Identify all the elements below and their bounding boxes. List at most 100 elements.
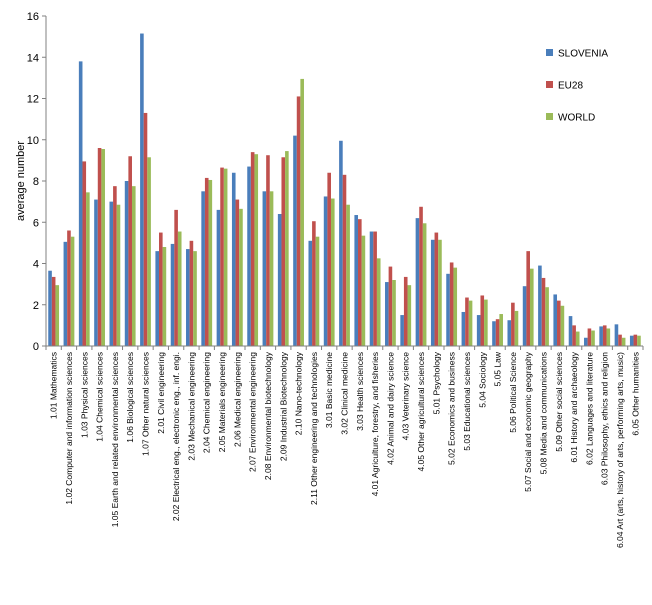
bar-slovenia-26 bbox=[430, 239, 435, 346]
x-tick-label: 2.01 Civil engineering bbox=[156, 352, 166, 434]
bar-slovenia-15 bbox=[262, 191, 267, 346]
x-tick-label: 1.02 Computer and information sciences bbox=[64, 352, 74, 505]
x-tick-label: 2.07 Environmental engineering bbox=[248, 352, 258, 472]
legend: SLOVENIA EU28 WORLD bbox=[546, 49, 608, 124]
x-tick-label: 2.08 Environmental biotechnology bbox=[263, 351, 273, 480]
bar-slovenia-35 bbox=[568, 316, 573, 346]
bar-eu28-9 bbox=[174, 209, 178, 347]
bar-eu28-19 bbox=[327, 172, 331, 346]
legend-swatch-world bbox=[546, 113, 553, 120]
bar-slovenia-34 bbox=[553, 294, 558, 346]
bar-slovenia-3 bbox=[78, 61, 83, 347]
bar-world-39 bbox=[637, 335, 641, 346]
bar-world-27 bbox=[453, 267, 458, 347]
y-tick-label: 12 bbox=[27, 94, 39, 106]
legend-label-slovenia: SLOVENIA bbox=[558, 49, 608, 60]
bar-world-2 bbox=[70, 236, 75, 346]
bar-eu28-5 bbox=[113, 186, 117, 346]
bar-slovenia-23 bbox=[385, 282, 389, 346]
bar-world-19 bbox=[330, 198, 335, 346]
x-tick-label: 3.01 Basic medicine bbox=[324, 352, 334, 428]
bar-slovenia-11 bbox=[201, 191, 205, 346]
bar-world-18 bbox=[315, 236, 320, 346]
x-tick-label: 5.04 Sociology bbox=[477, 351, 487, 408]
bar-world-4 bbox=[101, 149, 105, 346]
x-tick-label: 3.02 Clinical medicine bbox=[340, 352, 350, 435]
x-tick-label: 5.03 Educational sciences bbox=[462, 352, 472, 451]
x-tick-label: 5.02 Economics and business bbox=[447, 352, 457, 465]
bar-eu28-8 bbox=[159, 232, 163, 346]
y-tick-label: 10 bbox=[27, 135, 39, 147]
bar-eu28-39 bbox=[633, 334, 638, 346]
bar-eu28-37 bbox=[602, 325, 607, 347]
bar-eu28-25 bbox=[419, 206, 423, 346]
bar-world-3 bbox=[86, 192, 90, 346]
x-tick-label: 6.03 Philosophy, ethics and religion bbox=[600, 352, 610, 485]
bar-world-28 bbox=[468, 300, 473, 347]
bar-slovenia-32 bbox=[522, 286, 527, 346]
bar-world-33 bbox=[545, 287, 549, 346]
x-tick-label: 5.09 Other social sciences bbox=[554, 352, 564, 452]
bar-slovenia-21 bbox=[354, 215, 359, 346]
bar-slovenia-38 bbox=[614, 324, 619, 346]
x-tick-label: 2.06 Medical engineering bbox=[232, 352, 242, 447]
bars-group bbox=[48, 33, 641, 347]
bar-slovenia-17 bbox=[293, 135, 297, 346]
bar-eu28-4 bbox=[97, 148, 102, 346]
bar-eu28-29 bbox=[480, 295, 485, 346]
bar-world-37 bbox=[606, 328, 611, 346]
x-tick-label: 6.01 History and archaeology bbox=[569, 351, 579, 462]
bar-slovenia-22 bbox=[369, 231, 374, 346]
bar-eu28-1 bbox=[51, 276, 56, 346]
x-tick-label: 2.11 Other engineering and technologies bbox=[309, 352, 319, 505]
bar-eu28-21 bbox=[358, 219, 362, 346]
bar-world-36 bbox=[591, 330, 595, 346]
x-tick-label: 6.05 Other humanities bbox=[630, 352, 640, 436]
bar-eu28-18 bbox=[312, 221, 316, 346]
bar-eu28-30 bbox=[495, 319, 500, 346]
legend-swatch-slovenia bbox=[546, 49, 553, 56]
bar-eu28-11 bbox=[204, 177, 209, 346]
y-axis-title: average number bbox=[15, 141, 27, 221]
legend-swatch-eu28 bbox=[546, 81, 553, 88]
bar-world-12 bbox=[223, 168, 228, 347]
bar-world-30 bbox=[499, 314, 503, 346]
bar-eu28-2 bbox=[67, 230, 71, 346]
bar-world-10 bbox=[193, 251, 197, 347]
bar-slovenia-20 bbox=[339, 140, 343, 346]
bar-slovenia-12 bbox=[216, 209, 221, 347]
bar-world-15 bbox=[269, 191, 274, 346]
x-tick-label: 2.10 Nano-technology bbox=[294, 351, 304, 435]
bar-world-23 bbox=[392, 280, 396, 346]
bar-world-8 bbox=[162, 247, 167, 346]
y-tick-label: 4 bbox=[33, 259, 39, 271]
bar-world-21 bbox=[361, 235, 366, 346]
y-tick-label: 6 bbox=[33, 217, 39, 229]
x-tick-label: 2.03 Mechanical engineering bbox=[186, 352, 196, 461]
bar-slovenia-37 bbox=[599, 326, 603, 346]
bar-eu28-24 bbox=[403, 276, 408, 346]
bar-slovenia-10 bbox=[186, 249, 190, 346]
bar-world-6 bbox=[131, 186, 136, 346]
bar-eu28-23 bbox=[388, 266, 393, 346]
bar-eu28-10 bbox=[189, 240, 194, 346]
x-tick-label: 1.06 Biological sciences bbox=[125, 352, 135, 443]
bar-slovenia-5 bbox=[109, 201, 114, 347]
x-tick-labels: 1.01 Mathematics 1.02 Computer and inform… bbox=[49, 351, 641, 548]
bar-world-1 bbox=[55, 285, 60, 346]
x-tick-label: 2.09 Industrial Biotechnology bbox=[278, 351, 288, 461]
bar-slovenia-24 bbox=[400, 315, 404, 346]
y-tick-label: 0 bbox=[33, 341, 39, 353]
bar-slovenia-16 bbox=[277, 214, 282, 346]
bar-world-11 bbox=[208, 179, 213, 346]
bar-eu28-36 bbox=[587, 328, 592, 346]
x-tick-label: 1.03 Physical sciences bbox=[79, 352, 89, 438]
bar-eu28-26 bbox=[434, 232, 439, 346]
x-tick-label: 5.07 Social and economic geography bbox=[523, 351, 533, 492]
bar-slovenia-14 bbox=[247, 166, 251, 346]
bar-eu28-28 bbox=[465, 297, 469, 346]
bar-slovenia-1 bbox=[48, 270, 52, 346]
bar-slovenia-19 bbox=[323, 196, 328, 346]
bar-eu28-17 bbox=[296, 96, 301, 346]
bar-slovenia-2 bbox=[63, 241, 68, 346]
